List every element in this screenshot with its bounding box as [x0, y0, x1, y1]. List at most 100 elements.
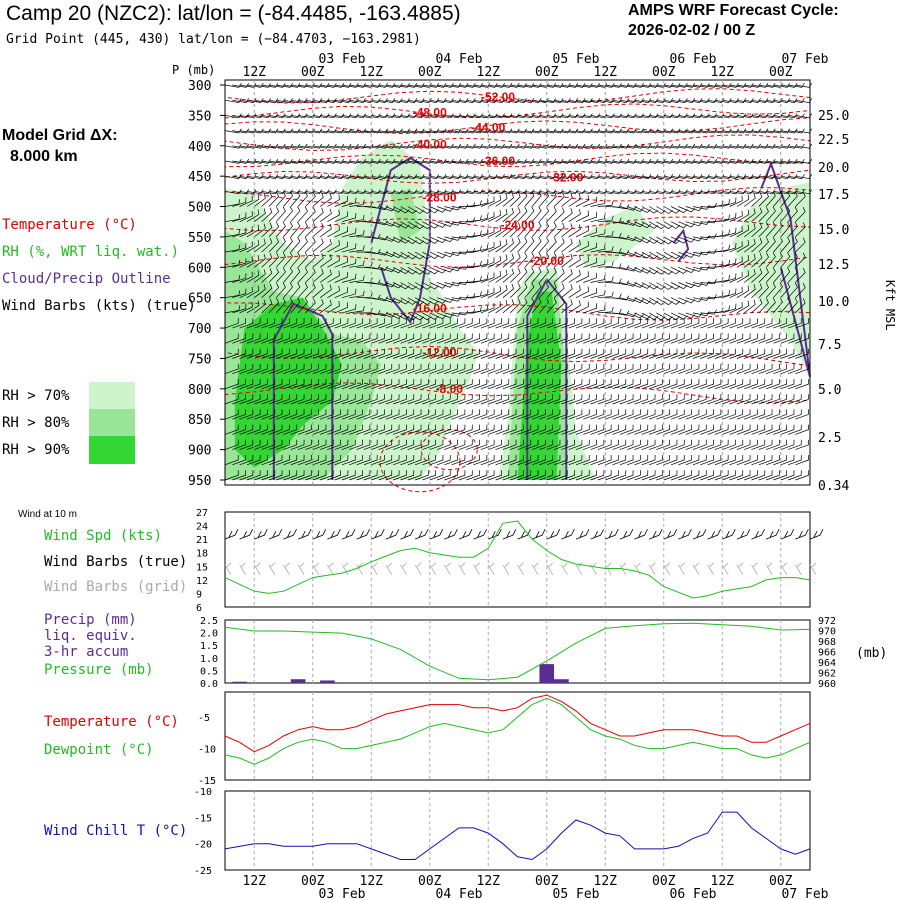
wind-barb	[648, 424, 663, 435]
wind-barb	[480, 318, 495, 329]
page-title: Camp 20 (NZC2): lat/lon = (-84.4485, -16…	[6, 2, 461, 25]
wind-barb	[707, 189, 725, 195]
wind-barb	[444, 312, 462, 317]
wind-barb	[605, 318, 619, 329]
wind-barb	[429, 98, 447, 103]
wind-barb	[312, 143, 330, 149]
wind-barb	[385, 312, 403, 319]
wind-barb	[773, 113, 791, 119]
wind-barb	[371, 143, 388, 149]
wind-barb	[524, 128, 542, 134]
wind-barb	[744, 83, 761, 88]
wind-barb	[765, 282, 776, 298]
wind-barb	[612, 280, 630, 286]
wind-barb	[268, 439, 283, 450]
wind-barb	[283, 424, 298, 435]
wind-barb	[466, 379, 480, 390]
wind-barb	[700, 470, 714, 481]
true-wind-barb	[634, 528, 648, 540]
wind-barb	[619, 236, 637, 242]
wind-barb	[743, 253, 756, 268]
wind-barb	[568, 209, 581, 222]
wind-barb	[444, 394, 458, 405]
wind-barb	[597, 333, 612, 344]
wind-barb	[283, 158, 301, 164]
wind-barb	[641, 379, 656, 390]
wind-barb	[488, 240, 501, 253]
wind-barb	[488, 286, 501, 299]
wind-barb	[729, 83, 747, 88]
wind-barb	[758, 128, 776, 134]
wind-barb	[736, 239, 750, 253]
wind-barb	[341, 212, 357, 223]
wind-barb	[246, 285, 260, 298]
wind-barb	[276, 98, 293, 103]
wind-barb	[583, 242, 598, 253]
wind-barb	[407, 424, 422, 435]
wind-barb	[671, 98, 688, 103]
wind-barb	[773, 454, 788, 466]
wind-barb	[546, 348, 561, 359]
wind-barb	[641, 318, 656, 329]
wind-barb	[634, 318, 649, 329]
height-axis-label: Kft MSL	[883, 280, 897, 331]
wind-barb	[663, 266, 681, 275]
wind-barb	[400, 348, 415, 359]
wind-barb	[575, 286, 589, 299]
wind-barb	[648, 409, 663, 420]
wind-barb	[422, 221, 439, 229]
wind-barb	[371, 379, 385, 390]
wind-barb	[780, 394, 795, 405]
wind-barb	[619, 439, 634, 450]
wind-barb	[743, 223, 756, 238]
wind-barb	[788, 158, 805, 164]
wind-barb	[656, 409, 671, 420]
wind-barb	[363, 189, 381, 195]
wind-barb	[349, 174, 366, 179]
wind-barb	[422, 158, 440, 164]
wind-barb	[546, 143, 564, 149]
wind-barb	[341, 174, 359, 179]
wind-barb	[488, 470, 502, 481]
wind-barb	[502, 470, 517, 481]
wind-barb	[414, 454, 429, 466]
wind-barb	[736, 379, 751, 390]
wind-barb	[298, 113, 315, 119]
wind-barb	[744, 318, 758, 329]
wind-barb	[758, 333, 773, 344]
legend-rh80: RH > 80%	[2, 415, 70, 431]
top-date-label: 03 Feb	[319, 52, 366, 67]
wind-barb	[780, 158, 798, 164]
wind-barb	[363, 113, 381, 119]
true-wind-barb	[678, 528, 692, 540]
wind-barb	[407, 113, 425, 119]
wind-barb	[744, 174, 761, 179]
wind-barb	[378, 189, 396, 195]
wind-barb	[451, 143, 469, 149]
wind-barb	[510, 128, 527, 134]
wind-barb	[385, 174, 403, 179]
wind-barb	[524, 439, 539, 450]
wind-barb	[422, 348, 437, 359]
wind-barb	[429, 379, 444, 390]
wind-barb	[385, 318, 400, 329]
wind-barb	[422, 128, 440, 134]
wind-barb	[473, 318, 488, 329]
wind-barb	[619, 143, 637, 149]
wind-barb	[714, 174, 732, 179]
wind-barb	[378, 312, 396, 318]
wind-barb	[319, 193, 332, 207]
wind-barb	[429, 333, 444, 344]
wind-barb	[751, 348, 766, 359]
wind-barb	[495, 269, 508, 283]
wind-barb	[429, 266, 447, 274]
wind-barb	[312, 424, 327, 435]
true-wind-barb	[444, 528, 458, 540]
wind-barb	[780, 191, 791, 207]
true-wind-barb	[546, 528, 561, 540]
wind-barb	[509, 237, 521, 253]
wind-barb	[568, 83, 586, 88]
wind-barb	[451, 189, 469, 195]
wind-barb	[583, 158, 600, 164]
wind-barb	[290, 470, 305, 481]
